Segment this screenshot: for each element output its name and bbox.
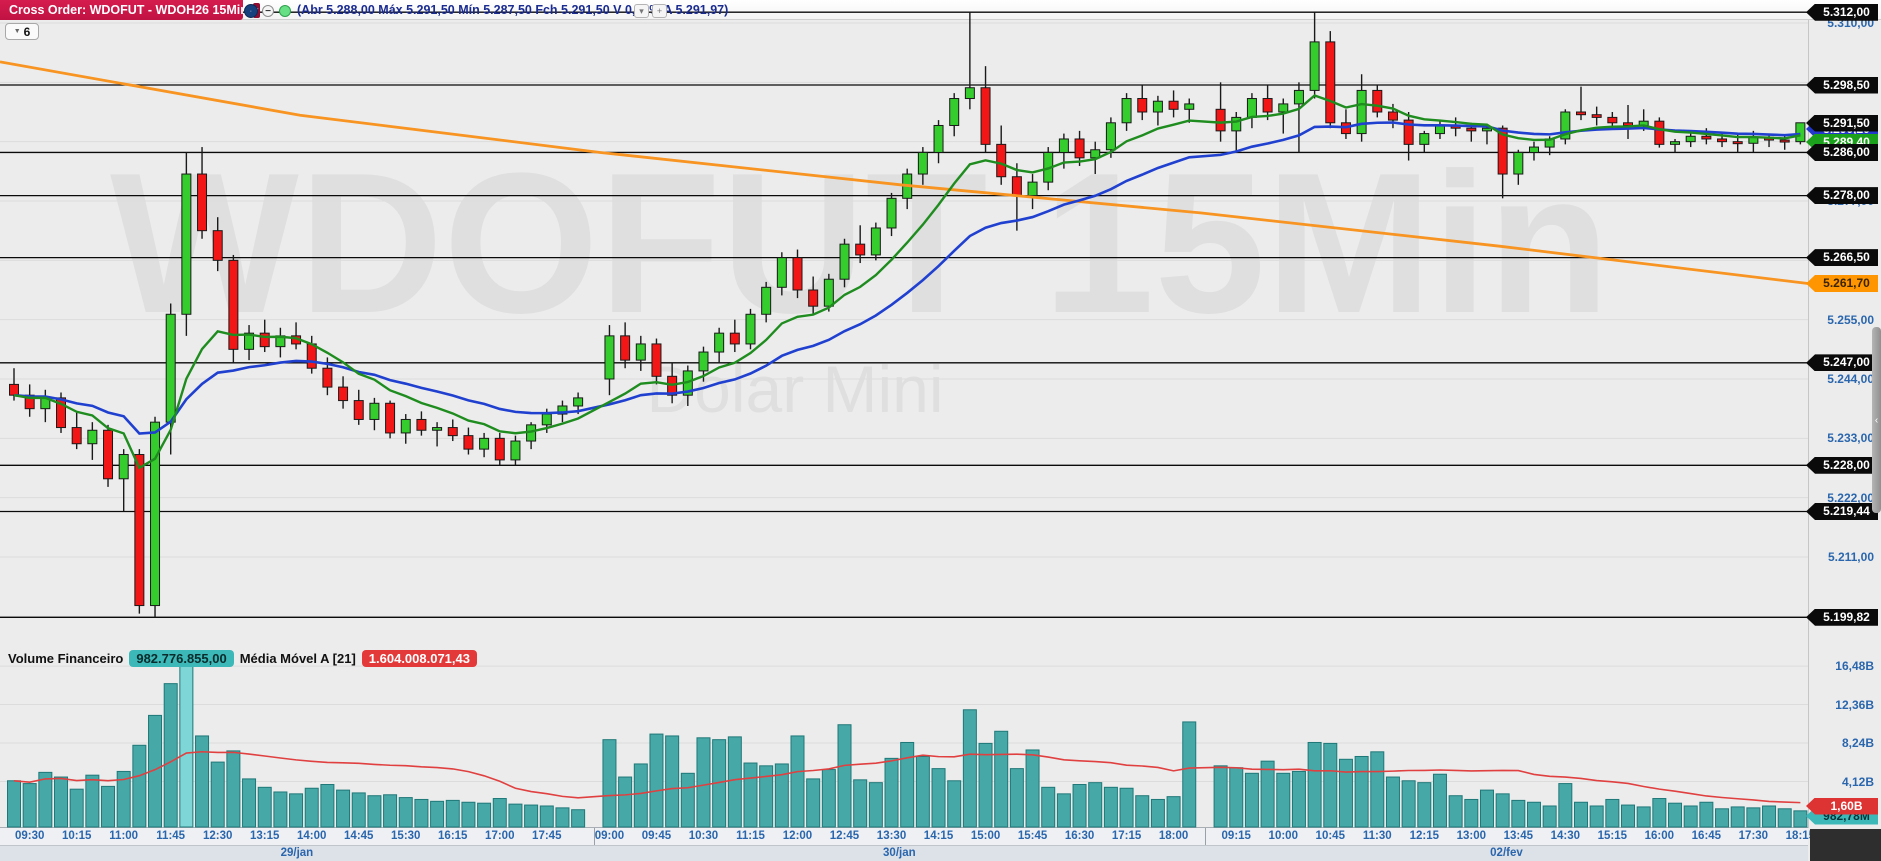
- time-tick-label: 09:00: [594, 830, 625, 842]
- time-tick-label: 12:00: [782, 830, 813, 842]
- time-tick-label: 10:00: [1268, 830, 1298, 842]
- volume-indicator-header: Volume Financeiro 982.776.855,00 Média M…: [8, 650, 477, 667]
- time-tick-label: 14:15: [923, 830, 954, 842]
- time-tick-label: 10:15: [61, 830, 92, 842]
- zoom-in-glyph: +: [656, 6, 663, 16]
- axis-corner: [1810, 829, 1881, 861]
- volume-indicator-label: Volume Financeiro: [8, 651, 124, 666]
- time-tick-label: 11:15: [736, 830, 765, 842]
- session-separator: [593, 828, 595, 861]
- axis-price-tag: 5.247,00: [1806, 354, 1878, 372]
- axis-tick-label: 4,12B: [1841, 774, 1874, 789]
- time-tick-label: 11:45: [156, 830, 186, 842]
- axis-tick-label: 16,48B: [1835, 659, 1874, 674]
- line-alert-icon[interactable]: [279, 5, 291, 17]
- time-axis[interactable]: 09:30 10:15 11:00 11:45 12:30 13:15 14:00 14:45…: [0, 827, 1815, 861]
- time-tick-label: 14:00: [297, 830, 327, 842]
- time-tick-label: 16:15: [438, 830, 468, 842]
- axis-price-tag: 5.312,00: [1806, 3, 1878, 21]
- time-tick-label: 13:15: [250, 830, 280, 842]
- ohlc-info-line: (Abr 5.288,00 Máx 5.291,50 Mín 5.287,50 …: [297, 3, 729, 17]
- time-tick-label: 13:00: [1456, 830, 1487, 842]
- time-tick-label: 13:30: [876, 830, 907, 842]
- time-tick-label: 10:30: [688, 830, 719, 842]
- window-title: Cross Order: WDOFUT - WDOH26 15Min: [9, 3, 248, 17]
- zoom-out-button[interactable]: ▾: [634, 4, 649, 18]
- axis-price-tag: 5.291,50: [1806, 114, 1878, 132]
- time-tick-label: 16:45: [1691, 830, 1722, 842]
- time-tick-label: 18:15: [1785, 830, 1816, 842]
- axis-price-tag: 5.261,70: [1806, 275, 1878, 293]
- time-axis-dates: 29/jan 30/jan 02/fev: [0, 845, 1808, 861]
- time-tick-label: 15:15: [1597, 830, 1628, 842]
- time-tick-label: 12:30: [202, 830, 233, 842]
- time-tick-label: 09:30: [14, 830, 45, 842]
- time-tick-label: 11:30: [1362, 830, 1392, 842]
- axis-scroll-handle[interactable]: ‹: [1872, 327, 1881, 513]
- zoom-in-button[interactable]: +: [652, 4, 667, 18]
- axis-tick-label: 5.255,00: [1827, 312, 1874, 327]
- cross-order-title-bar[interactable]: Cross Order: WDOFUT - WDOH26 15Min ▼: [0, 0, 260, 20]
- line-lock-icon[interactable]: ∙: [244, 4, 258, 18]
- axis-tick-label: 5.233,00: [1827, 431, 1874, 446]
- axis-price-tag: 5.266,50: [1806, 249, 1878, 267]
- volume-value-badge: 982.776.855,00: [129, 650, 234, 667]
- volume-ma-value-badge: 1.604.008.071,43: [361, 650, 477, 667]
- line-remove-icon[interactable]: −: [262, 5, 274, 17]
- axis-tick-label: 12,36B: [1835, 697, 1874, 712]
- time-tick-label: 16:00: [1644, 830, 1675, 842]
- time-tick-label: 15:30: [391, 830, 421, 842]
- time-tick-label: 17:45: [532, 830, 562, 842]
- time-tick-label: 12:45: [829, 830, 860, 842]
- time-tick-label: 13:45: [1503, 830, 1534, 842]
- time-tick-label: 14:45: [344, 830, 374, 842]
- time-tick-label: 14:30: [1550, 830, 1581, 842]
- chevron-down-icon: ▼: [13, 28, 21, 35]
- axis-tick-label: 5.222,00: [1827, 490, 1874, 505]
- time-tick-label: 15:00: [970, 830, 1001, 842]
- axis-price-tag: 5.219,44: [1806, 502, 1878, 520]
- axis-divider: [1808, 20, 1809, 828]
- axis-price-tag: 5.286,00: [1806, 143, 1878, 161]
- axis-tick-label: 5.244,00: [1827, 372, 1874, 386]
- time-tick-label: 10:45: [1315, 830, 1345, 842]
- time-tick-label: 12:15: [1409, 830, 1440, 842]
- axis-tick-label: 8,24B: [1841, 736, 1874, 751]
- time-tick-label: 15:45: [1017, 830, 1048, 842]
- time-tick-label: 09:45: [641, 830, 672, 842]
- axis-price-tag: 5.228,00: [1806, 456, 1878, 474]
- axis-price-tag: 5.199,82: [1806, 608, 1878, 626]
- time-tick-label: 11:00: [109, 830, 139, 842]
- axis-price-tag: 5.278,00: [1806, 187, 1878, 205]
- zoom-out-glyph: ▾: [639, 5, 644, 16]
- time-tick-label: 09:15: [1221, 830, 1251, 842]
- axis-price-tag: 5.298,50: [1806, 76, 1878, 94]
- time-tick-label: 17:15: [1111, 830, 1142, 842]
- chevron-left-icon: ‹: [1874, 414, 1879, 426]
- session-separator: [1204, 828, 1206, 861]
- panel-count: 6: [23, 24, 31, 39]
- session-date-label: 29/jan: [280, 847, 314, 859]
- time-tick-label: 17:00: [485, 830, 515, 842]
- chart-header-strip: [0, 0, 1881, 20]
- time-tick-label: 16:30: [1064, 830, 1095, 842]
- axis-price-tag: 1,60B: [1806, 797, 1878, 815]
- volume-ma-label: Média Móvel A [21]: [239, 651, 356, 666]
- session-date-label: 02/fev: [1490, 847, 1523, 859]
- time-tick-label: 18:00: [1158, 830, 1189, 842]
- time-tick-label: 17:30: [1738, 830, 1769, 842]
- axis-tick-label: 5.211,00: [1827, 550, 1874, 564]
- panel-count-button[interactable]: ▼ 6: [5, 23, 39, 40]
- session-date-label: 30/jan: [883, 847, 916, 859]
